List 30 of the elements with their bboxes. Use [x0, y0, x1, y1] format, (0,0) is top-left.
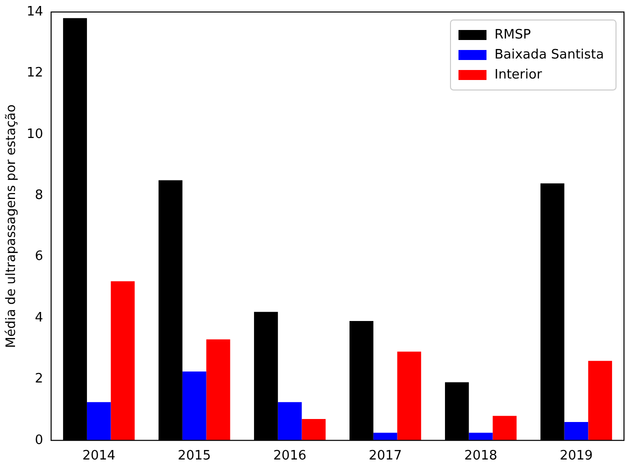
- legend-label: Baixada Santista: [494, 47, 604, 62]
- bar: [86, 402, 111, 440]
- y-axis-title: Média de ultrapassagens por estação: [4, 104, 20, 348]
- bar: [492, 416, 517, 440]
- bar: [468, 432, 493, 440]
- bar: [588, 360, 612, 440]
- x-tick-label: 2017: [368, 448, 402, 464]
- bar: [278, 402, 302, 440]
- x-tick-label: 2019: [560, 448, 593, 464]
- y-tick-label: 14: [26, 4, 44, 20]
- x-tick-label: 2015: [178, 448, 211, 464]
- y-tick-label: 2: [34, 372, 44, 387]
- legend-label: RMSP: [494, 27, 531, 42]
- bar: [182, 372, 206, 440]
- y-tick-label: 8: [34, 188, 44, 203]
- bar: [564, 422, 588, 440]
- y-tick-label: 10: [26, 126, 44, 142]
- y-tick-label: 12: [26, 66, 44, 81]
- x-tick-label: 2018: [464, 448, 498, 464]
- bar: [110, 281, 135, 440]
- bar: [373, 432, 398, 440]
- bar: [397, 352, 422, 440]
- legend-label: Interior: [494, 67, 543, 82]
- x-tick-label: 2016: [273, 448, 306, 464]
- bar: [206, 339, 230, 440]
- bar: [302, 418, 326, 440]
- y-tick-label: 0: [34, 432, 44, 448]
- x-tick-label: 2014: [82, 448, 116, 464]
- y-tick-label: 4: [34, 310, 44, 326]
- y-tick-label: 6: [34, 249, 44, 264]
